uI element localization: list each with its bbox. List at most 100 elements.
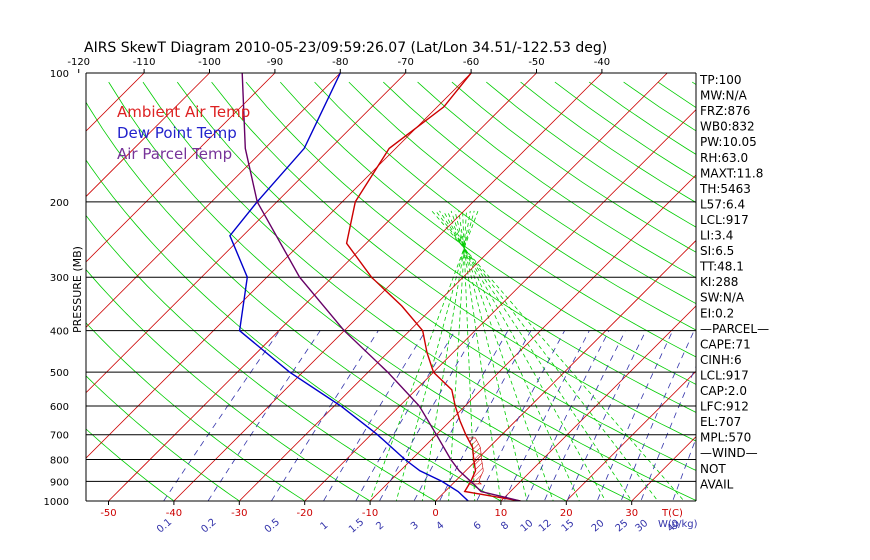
stat-item: —WIND— [700, 446, 758, 460]
dry-adiabat [176, 81, 696, 471]
bottom-temp-tick-label: -40 [166, 508, 182, 519]
dry-adiabat [383, 81, 696, 305]
isotherm-line [108, 73, 537, 501]
dry-adiabat [451, 81, 696, 253]
isotherm-line [86, 73, 472, 459]
mixing-ratio-tick-label: 25 [614, 518, 631, 535]
mixing-ratio-tick-label: 0.2 [199, 517, 218, 536]
cape-area [466, 437, 484, 485]
mixing-ratio-line [323, 330, 427, 501]
mixing-ratio-tick-label: 20 [590, 518, 607, 535]
mixing-ratio-line [413, 330, 509, 501]
cape-hatch-area [466, 437, 484, 485]
mixing-ratio-tick-label: 6 [472, 520, 484, 533]
dry-adiabat [86, 214, 437, 501]
mixing-ratio-tick-label: 4 [434, 520, 446, 533]
mixing-ratio-line [476, 330, 565, 501]
isotherm-line [0, 73, 13, 501]
dry-adiabat [86, 375, 241, 501]
dry-adiabat [520, 81, 696, 203]
stat-item: CAPE:71 [700, 337, 751, 351]
stat-item: LI:3.4 [700, 229, 733, 243]
pressure-tick-label: 500 [50, 368, 69, 379]
dry-adiabat [657, 81, 696, 109]
isotherm-line [435, 239, 696, 501]
y-axis-label: PRESSURE (MB) [71, 246, 84, 333]
moist-adiabat [454, 210, 528, 501]
dry-adiabat [245, 81, 696, 413]
mixing-ratio-line [566, 330, 647, 501]
dew-point-line [229, 73, 469, 501]
top-temp-tick-label: -110 [133, 57, 156, 68]
stat-item: EI:0.2 [700, 306, 734, 320]
bottom-temp-tick-label: -50 [100, 508, 116, 519]
chart-legend: Ambient Air Temp Dew Point Temp Air Parc… [117, 103, 250, 163]
isotherm-line [369, 174, 696, 501]
isotherm-line [86, 73, 210, 198]
bottom-temp-tick-label: 20 [560, 508, 573, 519]
mixing-ratio-tick-label: 30 [633, 518, 650, 535]
stat-item: TP:100 [699, 73, 742, 87]
pressure-tick-label: 1000 [44, 497, 69, 508]
stat-item: RH:63.0 [700, 151, 748, 165]
dry-adiabat [417, 81, 696, 279]
moist-adiabat [435, 210, 659, 501]
stat-item: LCL:917 [700, 213, 749, 227]
mixing-ratio-tick-label: 8 [499, 520, 511, 533]
isotherm-line [239, 73, 668, 501]
adiabat-grid [86, 81, 696, 501]
isotherm-grid [0, 73, 870, 501]
stat-item: SI:6.5 [700, 244, 734, 258]
pressure-tick-label: 600 [50, 402, 69, 413]
stat-item: KI:288 [700, 275, 738, 289]
moist-adiabat [439, 210, 633, 501]
bottom-temp-tick-label: 0 [432, 508, 438, 519]
mixing-ratio-line [163, 330, 280, 501]
mixing-ratio-tick-label: 0.5 [263, 517, 282, 536]
stat-item: AVAIL [700, 477, 734, 491]
mixing-ratio-tick-label: 10 [519, 518, 536, 535]
dry-adiabat [86, 101, 568, 501]
top-temp-tick-label: -50 [528, 57, 544, 68]
stat-item: TT:48.1 [699, 260, 744, 274]
mixing-ratio-line [543, 330, 626, 501]
parcel-temp-line [241, 73, 521, 501]
mixing-ratio-tick-label: 0.1 [155, 517, 174, 536]
dry-adiabat [280, 81, 696, 385]
dry-adiabat [486, 81, 696, 228]
legend-parcel-temp: Air Parcel Temp [117, 145, 232, 163]
top-temp-tick-label: -90 [267, 57, 283, 68]
mixing-ratio-unit-label: W(g/kg) [658, 519, 698, 530]
top-temp-tick-label: -70 [398, 57, 414, 68]
bottom-temp-tick-label: -20 [297, 508, 313, 519]
moist-adiabat [458, 210, 502, 501]
mixing-ratio-line [503, 330, 590, 501]
moist-adiabat [431, 210, 685, 501]
isotherm-line [500, 305, 696, 501]
stat-item: MPL:570 [700, 431, 751, 445]
stat-item: MW:N/A [700, 89, 748, 103]
mixing-ratio-line [640, 365, 696, 501]
stat-item: WB0:832 [700, 120, 755, 134]
pressure-tick-label: 700 [50, 431, 69, 442]
bottom-temp-tick-label: 10 [495, 508, 508, 519]
legend-ambient-temp: Ambient Air Temp [117, 103, 250, 121]
stat-item: NOT [700, 462, 726, 476]
stat-item: —PARCEL— [700, 322, 769, 336]
profile-series [229, 73, 521, 501]
pressure-tick-label: 800 [50, 456, 69, 467]
isotherm-line [86, 73, 276, 263]
mixing-ratio-line [355, 330, 456, 501]
top-temp-tick-label: -80 [332, 57, 348, 68]
top-temp-tick-label: -40 [594, 57, 610, 68]
mixing-ratio-tick-label: 3 [409, 520, 421, 533]
isotherm-line [828, 73, 870, 501]
dry-adiabat [348, 81, 696, 331]
mixing-ratio-line [207, 330, 321, 501]
isotherm-line [86, 73, 406, 394]
stat-item: CINH:6 [700, 353, 742, 367]
dry-adiabat [108, 81, 633, 501]
stat-item: PW:10.05 [700, 135, 757, 149]
chart-title: AIRS SkewT Diagram 2010-05-23/09:59:26.0… [84, 40, 607, 56]
